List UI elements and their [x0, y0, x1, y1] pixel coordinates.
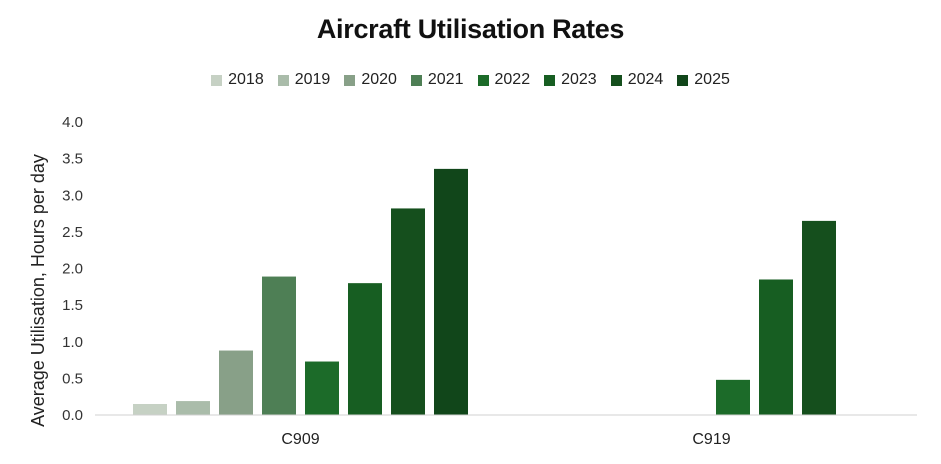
y-tick-label: 1.0 [62, 334, 83, 351]
bar-C919-2024 [802, 220, 836, 415]
bar-C909-2019 [176, 401, 210, 415]
legend-label: 2021 [427, 71, 464, 88]
y-tick-label: 2.5 [62, 224, 83, 241]
y-tick-label: 3.5 [62, 151, 83, 168]
legend-item-2018: 2018 [211, 71, 264, 89]
x-category-label: C909 [281, 431, 319, 448]
legend-swatch [211, 74, 223, 86]
legend-label: 2024 [627, 71, 664, 88]
legend-item-2022: 2022 [477, 71, 531, 89]
chart-legend: 2018 2019 2020 2021 2022 2023 2024 2025 [0, 71, 941, 89]
y-tick-label: 0.5 [62, 370, 83, 387]
y-axis-title: Average Utilisation, Hours per day [28, 154, 48, 427]
legend-label: 2018 [228, 71, 264, 88]
legend-item-2021: 2021 [410, 71, 464, 89]
bar-C909-2020 [219, 350, 253, 415]
y-tick-label: 3.0 [62, 187, 83, 204]
bar-C909-2021 [262, 276, 296, 415]
legend-swatch [477, 74, 489, 86]
legend-item-2020: 2020 [344, 71, 397, 89]
legend-swatch [544, 74, 556, 86]
legend-label: 2019 [294, 71, 331, 88]
bar-C909-2018 [133, 404, 167, 415]
bars [133, 168, 836, 415]
legend-swatch [677, 74, 689, 86]
legend-label: 2022 [494, 71, 531, 88]
bar-C909-2024 [391, 208, 425, 415]
legend-swatch [277, 74, 289, 86]
chart-title: Aircraft Utilisation Rates [316, 14, 625, 44]
bar-C909-2022 [305, 361, 339, 415]
bar-C919-2023 [759, 279, 793, 415]
legend-label: 2023 [561, 71, 597, 88]
legend-item-2023: 2023 [544, 71, 597, 89]
legend-swatch [344, 74, 356, 86]
y-tick-label: 1.5 [62, 297, 83, 314]
bar-C909-2023 [348, 283, 382, 415]
y-tick-label: 2.0 [62, 261, 83, 278]
legend-swatch [610, 74, 622, 86]
x-axis-categories: C909 C919 [281, 431, 730, 448]
legend-item-2024: 2024 [610, 71, 664, 89]
legend-label: 2020 [361, 71, 397, 88]
bar-C909-2025 [434, 168, 468, 415]
x-category-label: C919 [692, 431, 730, 448]
bar-C919-2022 [716, 379, 750, 415]
y-axis-ticks: 0.0 0.5 1.0 1.5 2.0 2.5 3.0 3.5 4.0 [62, 114, 83, 424]
legend-item-2025: 2025 [677, 71, 730, 89]
y-tick-label: 4.0 [62, 114, 83, 131]
legend-item-2019: 2019 [277, 71, 331, 89]
legend-label: 2025 [694, 71, 730, 88]
y-tick-label: 0.0 [62, 407, 83, 424]
legend-swatch [410, 74, 422, 86]
